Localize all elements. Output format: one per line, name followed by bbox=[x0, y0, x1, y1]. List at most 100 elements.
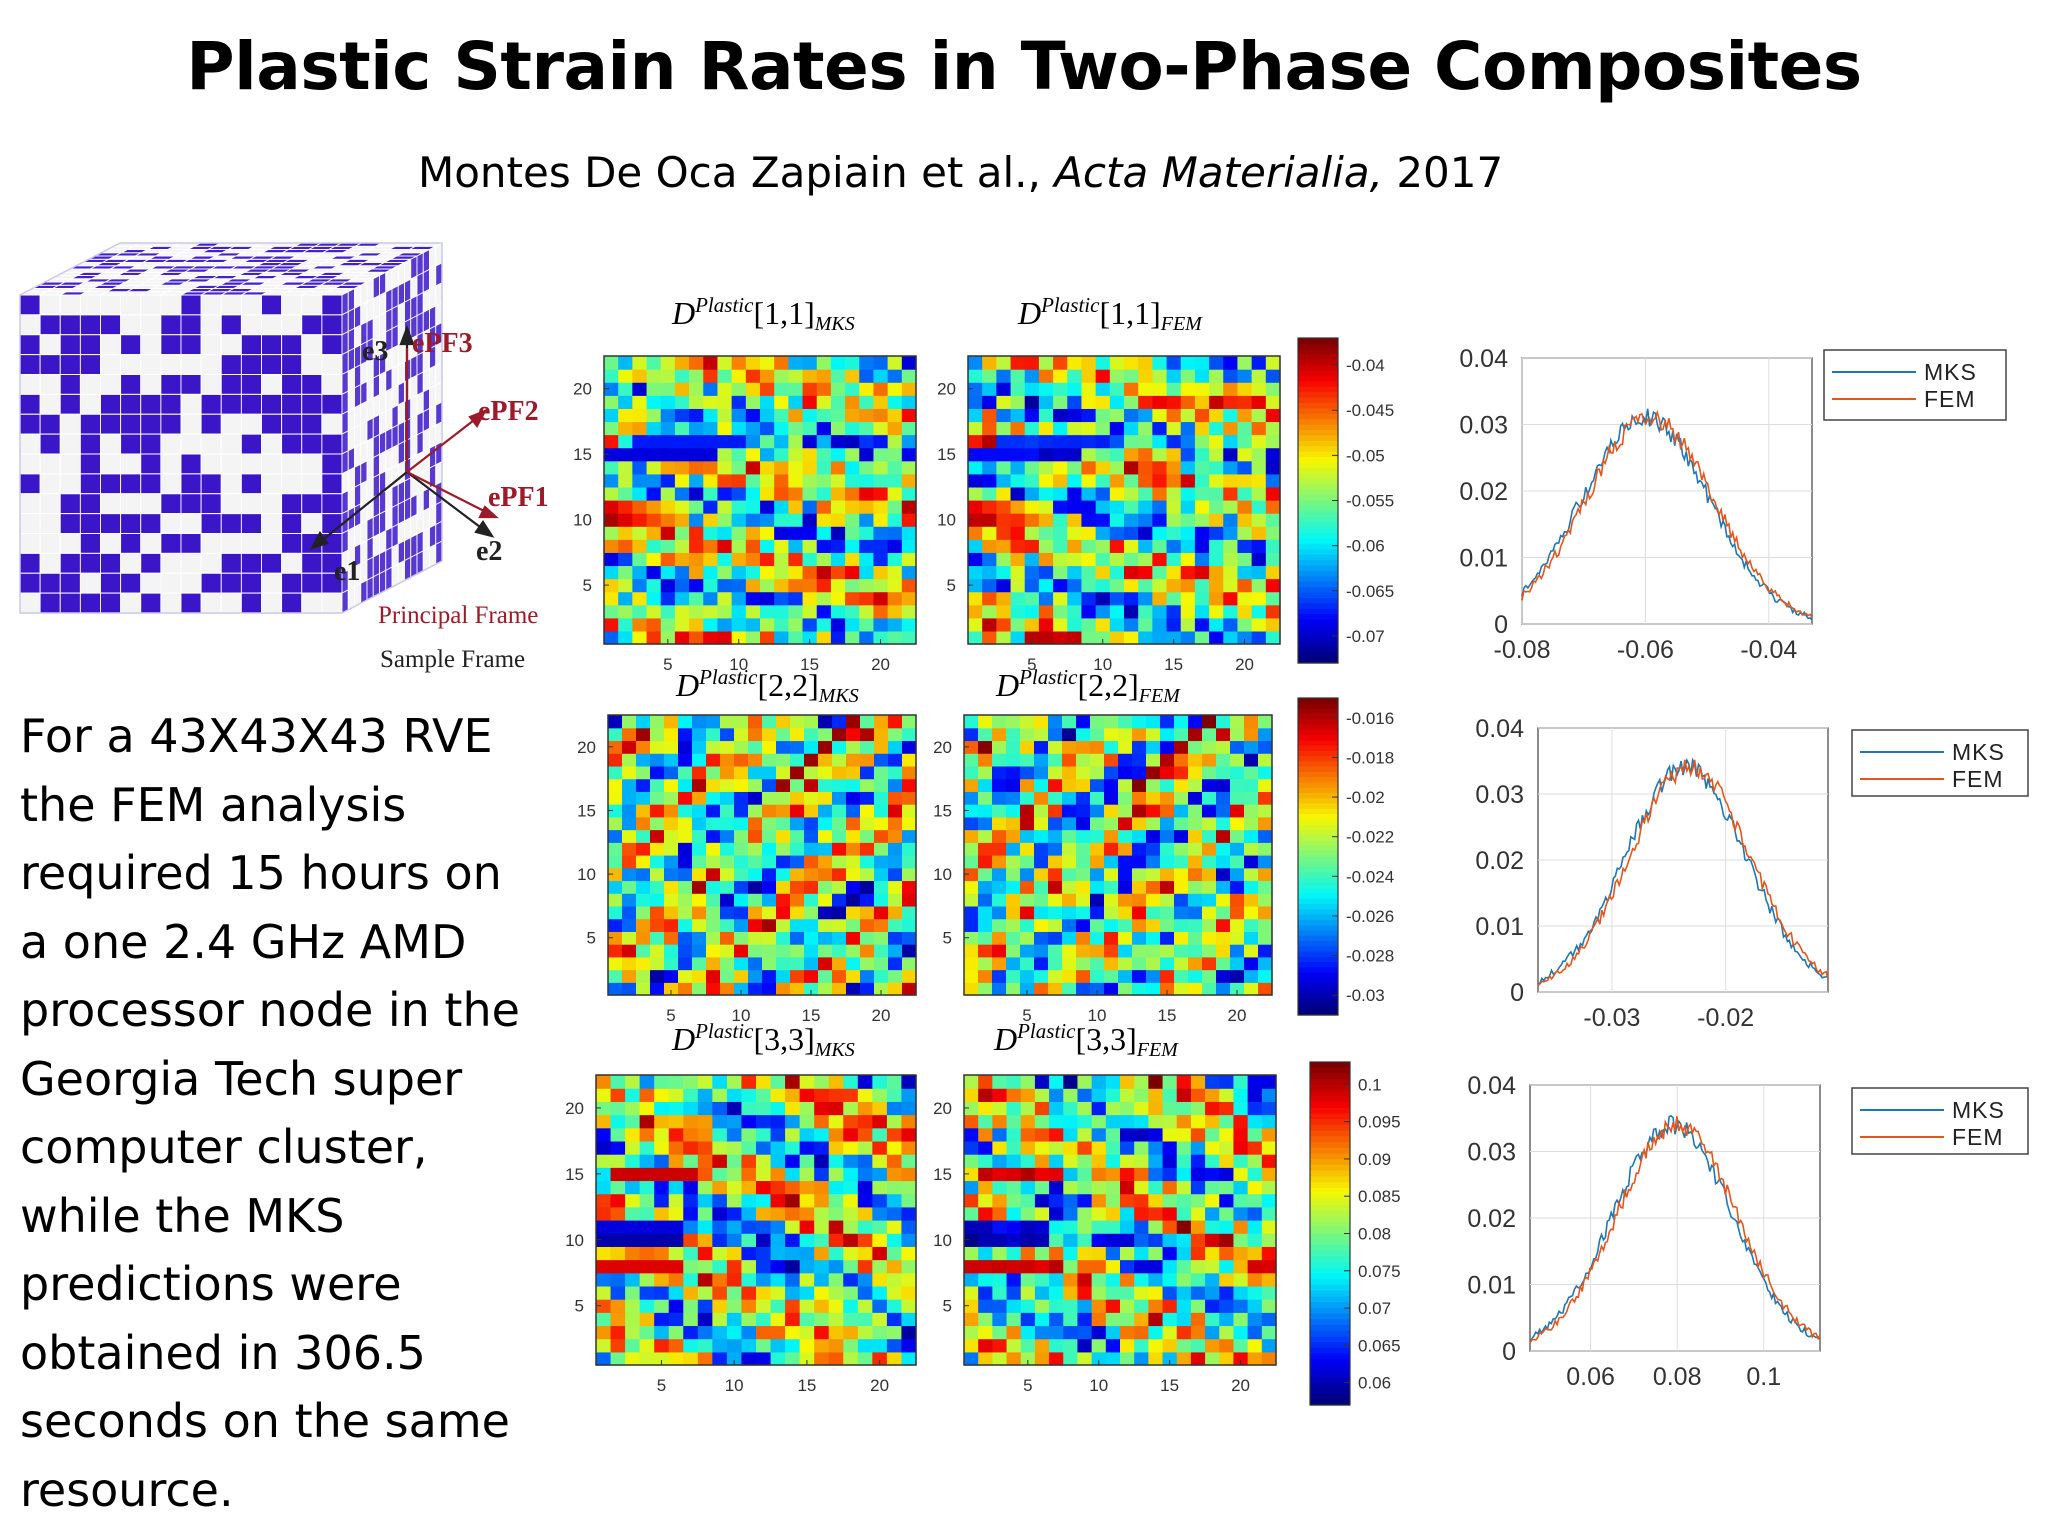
x-tick-label: 20 bbox=[870, 1376, 889, 1395]
heatmap-cell bbox=[731, 460, 747, 475]
heatmap-cell bbox=[774, 513, 789, 527]
heatmap-cell bbox=[832, 918, 847, 932]
heatmap-cell bbox=[734, 944, 749, 958]
heatmap-cell bbox=[828, 1259, 844, 1274]
colorbar-tick-label: -0.055 bbox=[1346, 492, 1394, 511]
heatmap-cell bbox=[1020, 753, 1035, 767]
heatmap-cell bbox=[1244, 905, 1259, 920]
heatmap-cell bbox=[664, 765, 679, 780]
heatmap-cell bbox=[734, 753, 749, 767]
heatmap-cell bbox=[992, 740, 1007, 754]
heatmap-cell bbox=[1034, 1140, 1050, 1155]
heatmap-cell bbox=[790, 855, 805, 869]
heatmap-cell bbox=[1190, 1127, 1206, 1142]
heatmap-cell bbox=[886, 1154, 903, 1168]
heatmap-cell bbox=[650, 816, 665, 831]
heatmap-cell bbox=[1258, 880, 1273, 894]
heatmap-cell bbox=[1194, 421, 1210, 436]
colorbar-segment bbox=[1298, 592, 1338, 599]
heatmap-cell bbox=[992, 1127, 1008, 1142]
heatmap-cell bbox=[1063, 1180, 1079, 1195]
heatmap-cell bbox=[774, 552, 789, 567]
heatmap-cell bbox=[1048, 715, 1063, 729]
heatmap-cell bbox=[720, 918, 735, 932]
heatmap-cell bbox=[639, 1167, 655, 1182]
heatmap-cell bbox=[1219, 1351, 1235, 1366]
heatmap-cell bbox=[1063, 1127, 1079, 1142]
colorbar-segment bbox=[1298, 457, 1338, 464]
heatmap-cell bbox=[901, 1140, 917, 1155]
heatmap-cell bbox=[1118, 765, 1133, 780]
heatmap-cell bbox=[1247, 1167, 1263, 1182]
heatmap-cell bbox=[712, 1154, 728, 1168]
heatmap-cell bbox=[830, 395, 846, 409]
heatmap-cell bbox=[1006, 1127, 1022, 1142]
heatmap-cell bbox=[1194, 382, 1210, 396]
heatmap-cell bbox=[804, 740, 819, 754]
colorbar-segment bbox=[1298, 856, 1338, 863]
heatmap-cell bbox=[857, 1338, 873, 1353]
heatmap-cell bbox=[776, 715, 791, 729]
heatmap-cell bbox=[1261, 1140, 1277, 1155]
heatmap-cell bbox=[1162, 1101, 1178, 1116]
heatmap-cell bbox=[1105, 1233, 1121, 1247]
heatmap-cell bbox=[1251, 539, 1267, 553]
heatmap-cell bbox=[1081, 369, 1097, 383]
heatmap-cell bbox=[1174, 765, 1189, 780]
heatmap-cell bbox=[1160, 829, 1175, 843]
heatmap-cell bbox=[1109, 513, 1125, 527]
heatmap-cell bbox=[650, 880, 665, 894]
heatmap-cell bbox=[1205, 1193, 1220, 1208]
heatmap-cell bbox=[1247, 1114, 1263, 1129]
heatmap-cell bbox=[660, 460, 676, 475]
heatmap-cell bbox=[1067, 369, 1083, 383]
heatmap-cell bbox=[785, 1338, 801, 1353]
heatmap-cell bbox=[1077, 1233, 1093, 1247]
heatmap-cell bbox=[873, 591, 889, 606]
colorbar-segment bbox=[1298, 343, 1338, 350]
heatmap-cell bbox=[1049, 1285, 1064, 1300]
heatmap-cell bbox=[664, 715, 679, 729]
series-line-fem bbox=[1529, 1116, 1821, 1344]
heatmap-cell bbox=[830, 513, 846, 527]
heatmap-cell bbox=[1176, 1167, 1192, 1182]
heatmap-cell bbox=[1081, 578, 1097, 593]
heatmap-cell bbox=[788, 408, 804, 423]
heatmap-cell bbox=[697, 1180, 713, 1195]
heatmap-cell bbox=[1095, 382, 1111, 396]
heatmap-cell bbox=[832, 931, 847, 945]
heatmap-cell bbox=[717, 369, 733, 383]
heatmap-cell bbox=[1020, 1140, 1036, 1155]
heatmap-cell bbox=[816, 513, 832, 527]
heatmap-cell bbox=[1006, 1325, 1022, 1340]
heatmap-cell bbox=[1006, 753, 1021, 767]
heatmap-cell bbox=[1081, 591, 1097, 606]
heatmap-cell bbox=[978, 1351, 993, 1366]
heatmap-cell bbox=[610, 1167, 626, 1182]
heatmap-cell bbox=[1090, 778, 1105, 792]
heatmap-cell bbox=[1048, 816, 1063, 831]
heatmap-cell bbox=[873, 395, 889, 409]
heatmap-cell bbox=[978, 1325, 993, 1340]
heatmap-cell bbox=[1174, 791, 1189, 805]
heatmap-cell bbox=[846, 727, 861, 742]
heatmap-cell bbox=[720, 944, 735, 958]
heatmap-cell bbox=[731, 408, 747, 423]
heatmap-cell bbox=[788, 617, 804, 632]
colorbar-segment bbox=[1298, 967, 1338, 974]
heatmap-cell bbox=[804, 905, 819, 920]
heatmap-cell bbox=[1077, 1246, 1093, 1261]
heatmap-cell bbox=[1265, 500, 1281, 514]
heatmap-cell bbox=[1120, 1351, 1135, 1366]
y-tick-label: 0.02 bbox=[1467, 1205, 1516, 1233]
heatmap-cell bbox=[689, 434, 704, 449]
heatmap-cell bbox=[992, 791, 1007, 805]
heatmap-cell bbox=[726, 1246, 743, 1261]
heatmap-cell bbox=[664, 893, 679, 907]
heatmap-cell bbox=[625, 1114, 641, 1129]
heatmap-cell bbox=[1091, 1180, 1107, 1195]
heatmap-cell bbox=[1104, 727, 1119, 742]
heatmap-cell bbox=[843, 1075, 859, 1089]
heatmap-cell bbox=[799, 1140, 815, 1155]
heatmap-cell bbox=[1020, 1272, 1036, 1287]
